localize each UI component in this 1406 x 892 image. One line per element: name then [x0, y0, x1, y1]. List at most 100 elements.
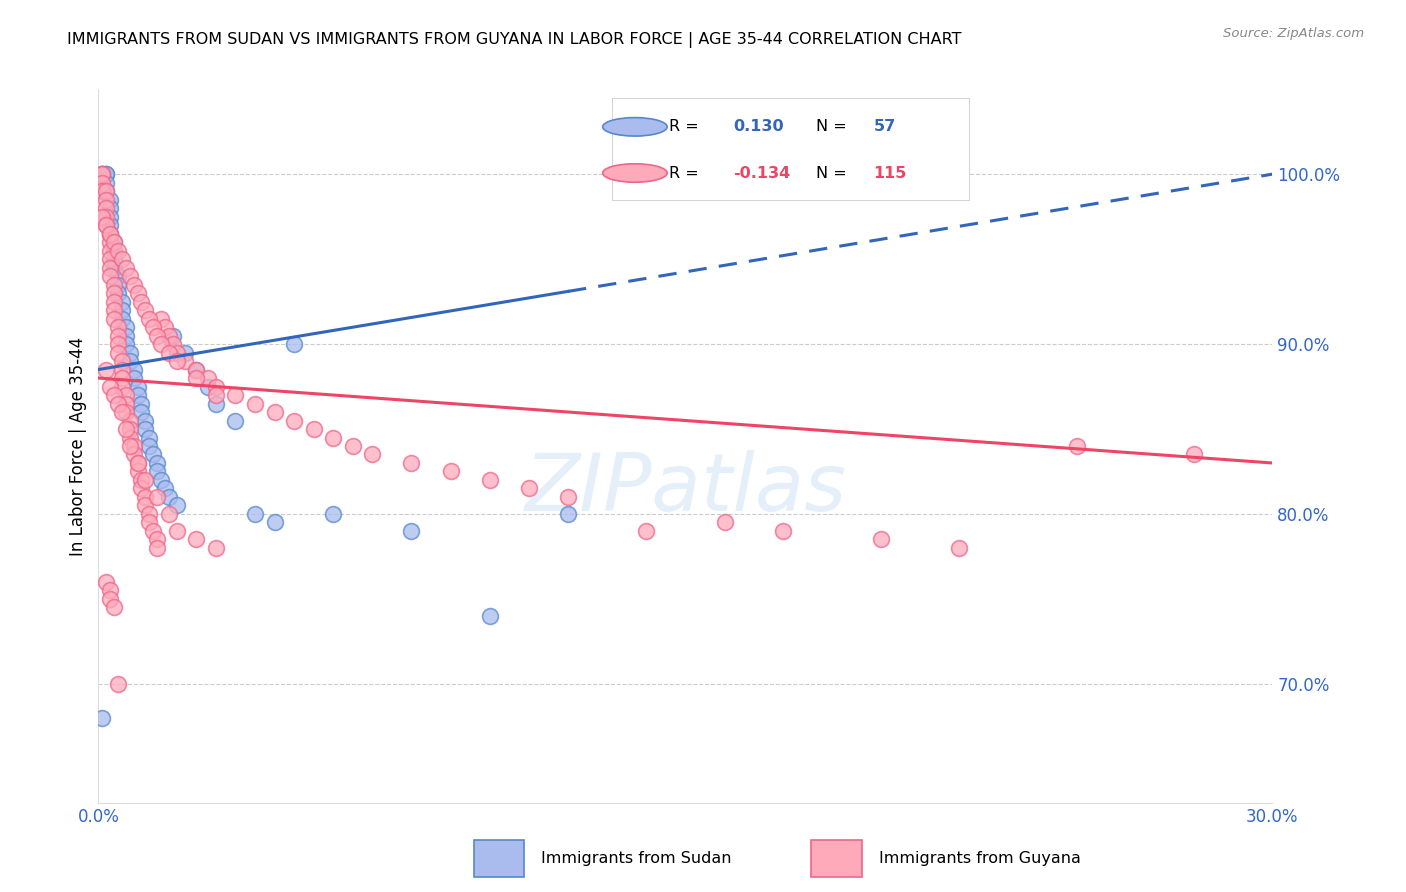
Point — [127, 465, 149, 479]
Point — [98, 244, 121, 258]
Point — [186, 362, 208, 376]
Point — [91, 167, 114, 181]
Point — [517, 482, 540, 496]
Point — [107, 328, 129, 343]
Point — [96, 218, 118, 232]
Point — [114, 328, 136, 343]
Point — [114, 396, 136, 410]
Point — [478, 608, 501, 623]
Point — [131, 482, 153, 496]
Point — [114, 405, 136, 419]
Point — [948, 541, 970, 555]
Point — [186, 533, 208, 547]
Point — [98, 218, 121, 232]
Point — [134, 413, 156, 427]
Point — [98, 260, 121, 275]
Point — [122, 371, 145, 385]
Point — [103, 252, 125, 266]
Point — [342, 439, 364, 453]
Point — [107, 244, 129, 258]
Point — [98, 269, 121, 284]
Point — [122, 448, 145, 462]
Point — [96, 201, 118, 215]
Point — [107, 396, 129, 410]
Point — [131, 396, 153, 410]
Point — [127, 286, 149, 301]
Point — [361, 448, 384, 462]
Point — [166, 499, 188, 513]
Y-axis label: In Labor Force | Age 35-44: In Labor Force | Age 35-44 — [69, 336, 87, 556]
Point — [118, 430, 141, 444]
Point — [96, 362, 118, 376]
Point — [153, 482, 176, 496]
Point — [103, 311, 125, 326]
Point — [98, 235, 121, 249]
Point — [186, 371, 208, 385]
Point — [150, 473, 173, 487]
Text: Immigrants from Sudan: Immigrants from Sudan — [541, 852, 731, 866]
Point — [153, 320, 176, 334]
Point — [157, 490, 180, 504]
Point — [197, 379, 219, 393]
Point — [118, 345, 141, 359]
Text: IMMIGRANTS FROM SUDAN VS IMMIGRANTS FROM GUYANA IN LABOR FORCE | AGE 35-44 CORRE: IMMIGRANTS FROM SUDAN VS IMMIGRANTS FROM… — [67, 32, 962, 48]
Point — [243, 507, 266, 521]
Point — [138, 516, 160, 530]
Point — [557, 490, 579, 504]
Point — [111, 379, 134, 393]
Point — [478, 473, 501, 487]
Point — [103, 303, 125, 318]
Point — [103, 277, 125, 292]
Point — [224, 413, 246, 427]
FancyBboxPatch shape — [612, 98, 970, 201]
Point — [134, 499, 156, 513]
Point — [138, 507, 160, 521]
Point — [91, 184, 114, 198]
Point — [103, 235, 125, 249]
Point — [114, 337, 136, 351]
Point — [98, 227, 121, 241]
Point — [118, 439, 141, 453]
Point — [96, 184, 118, 198]
Point — [98, 227, 121, 241]
Point — [98, 379, 121, 393]
Point — [118, 413, 141, 427]
Point — [157, 507, 180, 521]
Point — [870, 533, 893, 547]
Point — [283, 337, 305, 351]
Point — [96, 167, 118, 181]
Point — [157, 345, 180, 359]
Point — [243, 396, 266, 410]
Point — [322, 507, 344, 521]
Point — [134, 473, 156, 487]
Point — [772, 524, 794, 538]
Point — [98, 193, 121, 207]
Point — [91, 176, 114, 190]
Point — [122, 439, 145, 453]
Point — [146, 490, 169, 504]
Point — [166, 345, 188, 359]
Point — [107, 269, 129, 284]
Point — [107, 320, 129, 334]
Point — [98, 210, 121, 224]
Point — [107, 345, 129, 359]
Point — [146, 456, 169, 470]
Point — [103, 388, 125, 402]
Point — [142, 448, 165, 462]
Text: Source: ZipAtlas.com: Source: ZipAtlas.com — [1223, 27, 1364, 39]
Point — [142, 524, 165, 538]
Point — [150, 311, 173, 326]
Point — [96, 574, 118, 589]
Text: -0.134: -0.134 — [734, 166, 790, 180]
Point — [401, 524, 423, 538]
Point — [134, 303, 156, 318]
Point — [636, 524, 658, 538]
Point — [134, 422, 156, 436]
Point — [166, 524, 188, 538]
Point — [111, 354, 134, 368]
Point — [96, 193, 118, 207]
Point — [205, 396, 228, 410]
Point — [103, 294, 125, 309]
Point — [224, 388, 246, 402]
Point — [263, 405, 285, 419]
